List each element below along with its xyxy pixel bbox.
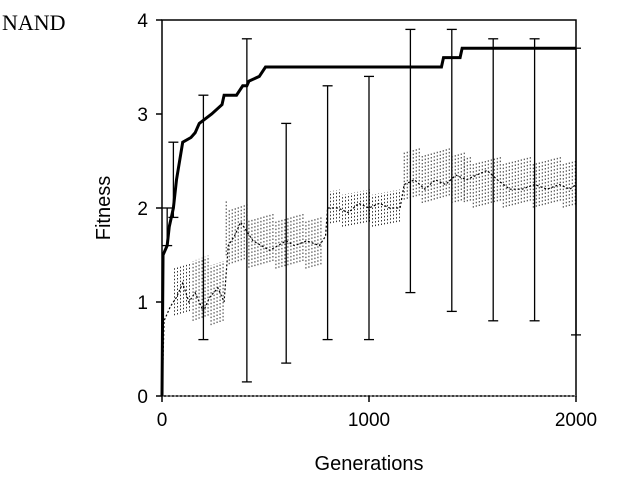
error-bar (241, 38, 252, 383)
error-bar (571, 47, 581, 336)
error-bar (364, 75, 374, 341)
error-bar (162, 207, 173, 247)
panel-label: NAND (2, 10, 66, 35)
error-bar (529, 38, 540, 322)
y-tick-label: 3 (137, 105, 148, 126)
dotted-series-spread (174, 147, 576, 326)
x-axis-ticks: 0 1000 2000 (157, 396, 597, 431)
y-tick-label: 1 (137, 293, 148, 314)
spread-band (403, 147, 465, 204)
spread-band (248, 213, 322, 269)
y-axis-ticks: 0 1 2 3 4 (137, 11, 162, 408)
y-axis-title: Fitness (93, 176, 115, 240)
y-tick-label: 4 (137, 11, 148, 32)
error-bar (322, 85, 333, 341)
spread-band (192, 255, 224, 326)
error-bar (281, 122, 292, 364)
spread-band (174, 263, 190, 316)
error-bar (405, 28, 416, 294)
error-bars (162, 28, 581, 383)
best-fitness-line (160, 46, 576, 397)
average-fitness-line (161, 169, 577, 397)
y-tick-label: 0 (137, 387, 148, 408)
series-layer (160, 46, 577, 397)
x-tick-label: 2000 (555, 410, 597, 431)
spread-band (463, 156, 576, 208)
error-bar (446, 28, 457, 313)
y-tick-label: 2 (137, 199, 148, 220)
error-bar (168, 141, 179, 219)
x-tick-label: 1000 (348, 410, 390, 431)
x-axis-title: Generations (315, 453, 424, 475)
error-bar (198, 94, 209, 341)
x-tick-label: 0 (157, 410, 168, 431)
error-bar (488, 38, 499, 322)
plot-area (160, 19, 581, 397)
